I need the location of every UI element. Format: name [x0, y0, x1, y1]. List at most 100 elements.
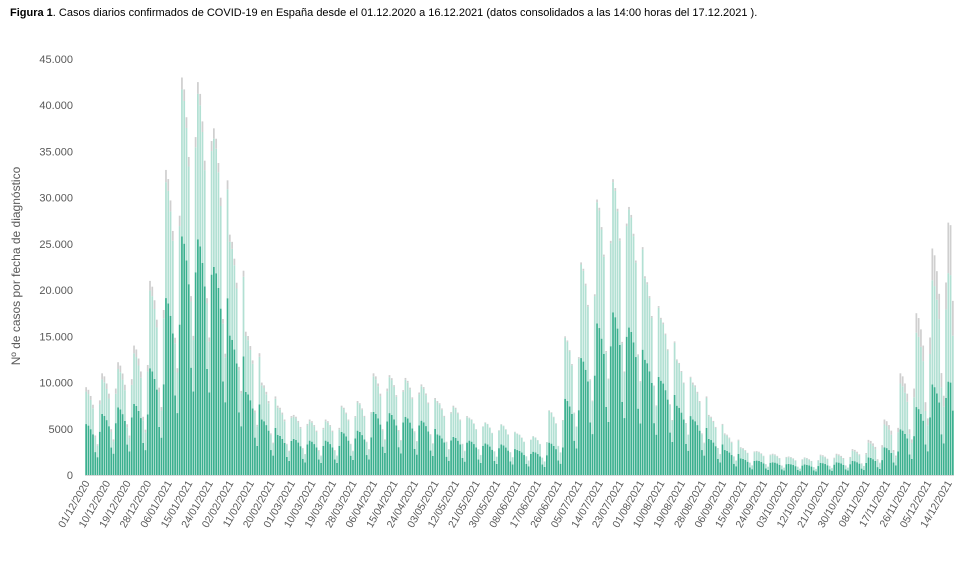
bar-series-2	[947, 273, 950, 382]
bar-series-1	[719, 462, 722, 475]
bar-series-1	[901, 430, 904, 475]
bar-series-1	[767, 469, 769, 475]
bar-series-3	[130, 379, 133, 385]
bar-series-1	[320, 462, 322, 475]
bar-series-2	[215, 148, 218, 274]
y-tick-label: 5000	[49, 424, 73, 436]
bar-series-3	[441, 408, 443, 410]
bar-series-1	[780, 469, 783, 475]
bar-series-1	[498, 448, 500, 475]
bar-series-3	[837, 454, 840, 456]
bar-series-1	[219, 308, 222, 475]
chart-title: Figura 1. Casos diarios confirmados de C…	[10, 7, 757, 19]
bar-series-1	[281, 438, 284, 475]
bar-series-2	[183, 100, 186, 244]
bar-series-3	[664, 333, 667, 335]
bar-series-1	[308, 440, 311, 475]
bar-series-1	[527, 466, 530, 475]
bar-series-1	[105, 420, 108, 475]
y-tick-label: 0	[67, 470, 73, 482]
bar-series-3	[676, 359, 678, 361]
bar-series-1	[584, 369, 587, 475]
bar-series-1	[304, 462, 306, 475]
bar-series-2	[863, 466, 865, 471]
bar-series-2	[288, 451, 290, 461]
bar-series-3	[386, 388, 389, 392]
bar-series-3	[817, 460, 820, 461]
bar-series-1	[210, 274, 213, 475]
bar-series-2	[851, 450, 854, 461]
bar-series-3	[87, 389, 90, 395]
bar-series-3	[607, 378, 610, 380]
bar-series-2	[520, 437, 523, 453]
bar-series-1	[343, 433, 345, 475]
bar-series-2	[701, 434, 703, 451]
bar-series-2	[926, 425, 929, 452]
bar-series-1	[587, 381, 589, 475]
bar-series-1	[737, 453, 740, 475]
bar-series-3	[874, 446, 877, 450]
bar-series-2	[616, 211, 619, 329]
bar-series-2	[210, 151, 213, 275]
bar-series-2	[306, 425, 309, 445]
bar-series-2	[422, 388, 425, 423]
bar-series-2	[155, 327, 158, 390]
bar-series-3	[224, 353, 227, 358]
bar-series-3	[685, 423, 687, 424]
bar-series-1	[929, 417, 931, 475]
bar-series-2	[222, 323, 224, 382]
bar-series-3	[285, 443, 288, 445]
bar-series-3	[354, 416, 357, 418]
bar-series-2	[835, 455, 838, 463]
bar-series-2	[744, 450, 747, 461]
bar-series-1	[559, 463, 562, 475]
bar-series-1	[680, 412, 683, 475]
bar-series-2	[938, 319, 941, 403]
bar-series-3	[901, 376, 904, 387]
bar-series-2	[274, 398, 277, 428]
bar-series-2	[922, 361, 925, 421]
bar-series-1	[951, 410, 954, 475]
bar-series-3	[169, 200, 172, 212]
bar-series-1	[254, 437, 256, 475]
bar-series-3	[276, 405, 279, 408]
bar-series-2	[502, 426, 505, 446]
bar-series-1	[299, 446, 302, 475]
bar-series-2	[413, 432, 416, 449]
bar-series-1	[345, 436, 348, 475]
bar-series-1	[790, 464, 792, 475]
bar-series-2	[311, 422, 313, 442]
bar-series-2	[470, 419, 473, 442]
bar-series-1	[785, 464, 788, 475]
bar-series-3	[632, 233, 635, 237]
bar-series-2	[295, 418, 297, 441]
bar-series-1	[835, 462, 838, 475]
bar-series-2	[582, 270, 585, 362]
bar-series-1	[552, 445, 555, 475]
bar-series-2	[872, 445, 874, 460]
bar-series-2	[171, 240, 174, 334]
bar-series-2	[128, 437, 131, 452]
bar-series-1	[933, 387, 936, 475]
bar-series-3	[176, 368, 179, 373]
bar-series-2	[778, 458, 781, 465]
bar-series-3	[616, 208, 619, 212]
bar-series-2	[639, 382, 642, 424]
bar-series-2	[894, 457, 897, 466]
bar-series-3	[580, 262, 582, 265]
bar-series-3	[226, 180, 229, 190]
bar-series-2	[331, 431, 334, 448]
bar-series-1	[936, 393, 938, 475]
bar-series-2	[833, 458, 836, 465]
bar-series-2	[279, 409, 281, 436]
bar-series-1	[213, 267, 215, 475]
bar-series-2	[760, 454, 763, 463]
bar-series-1	[888, 450, 890, 475]
bar-series-3	[434, 397, 436, 400]
title-text: . Casos diarios confirmados de COVID-19 …	[53, 7, 757, 19]
bar-series-3	[552, 416, 555, 418]
bar-series-1	[112, 453, 115, 475]
bar-series-1	[915, 407, 918, 475]
bar-series-2	[459, 420, 462, 445]
bar-series-1	[400, 453, 402, 475]
